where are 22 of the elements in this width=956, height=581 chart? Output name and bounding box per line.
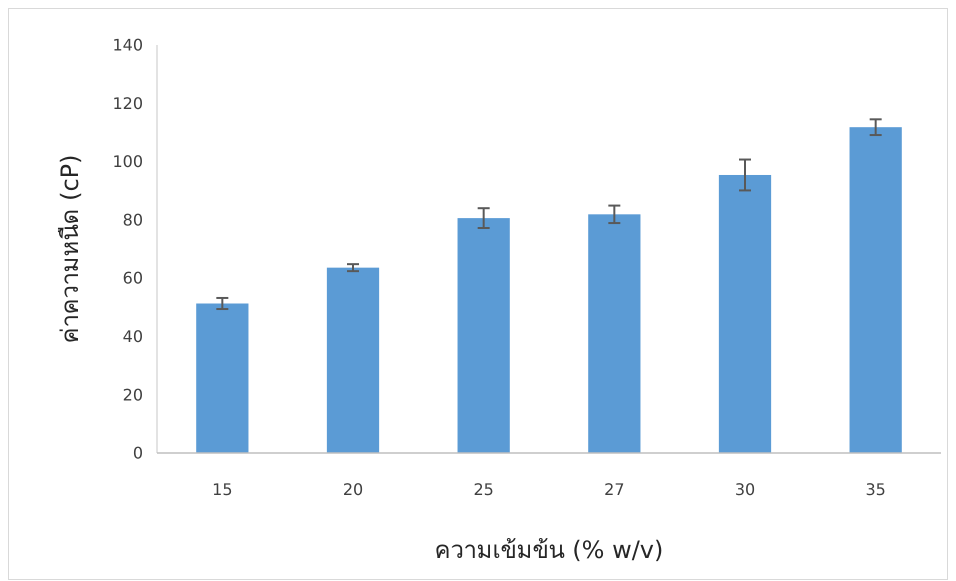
bar — [196, 303, 248, 453]
y-tick-label: 140 — [112, 36, 143, 55]
y-tick-label: 0 — [132, 444, 143, 463]
y-tick-label: 100 — [112, 152, 143, 172]
y-axis-title: ค่าความหนืด (cP) — [56, 154, 84, 344]
y-tick-label: 80 — [122, 210, 143, 230]
x-tick-label: 35 — [865, 480, 886, 499]
x-tick-label: 15 — [212, 480, 233, 499]
x-axis-title: ความเข้มข้น (% w/v) — [434, 536, 664, 564]
bar — [326, 268, 380, 453]
y-tick-label: 20 — [122, 385, 143, 404]
bar — [718, 174, 772, 453]
y-tick-label: 40 — [122, 327, 143, 346]
bar — [458, 218, 510, 453]
x-tick-label: 20 — [342, 480, 364, 499]
y-tick-label: 60 — [122, 268, 143, 288]
y-tick-label: 120 — [112, 94, 143, 113]
bar — [588, 214, 640, 453]
x-tick-label: 25 — [473, 480, 494, 499]
x-tick-label: 30 — [734, 480, 756, 499]
bar — [850, 127, 902, 453]
x-tick-label: 27 — [604, 480, 625, 499]
